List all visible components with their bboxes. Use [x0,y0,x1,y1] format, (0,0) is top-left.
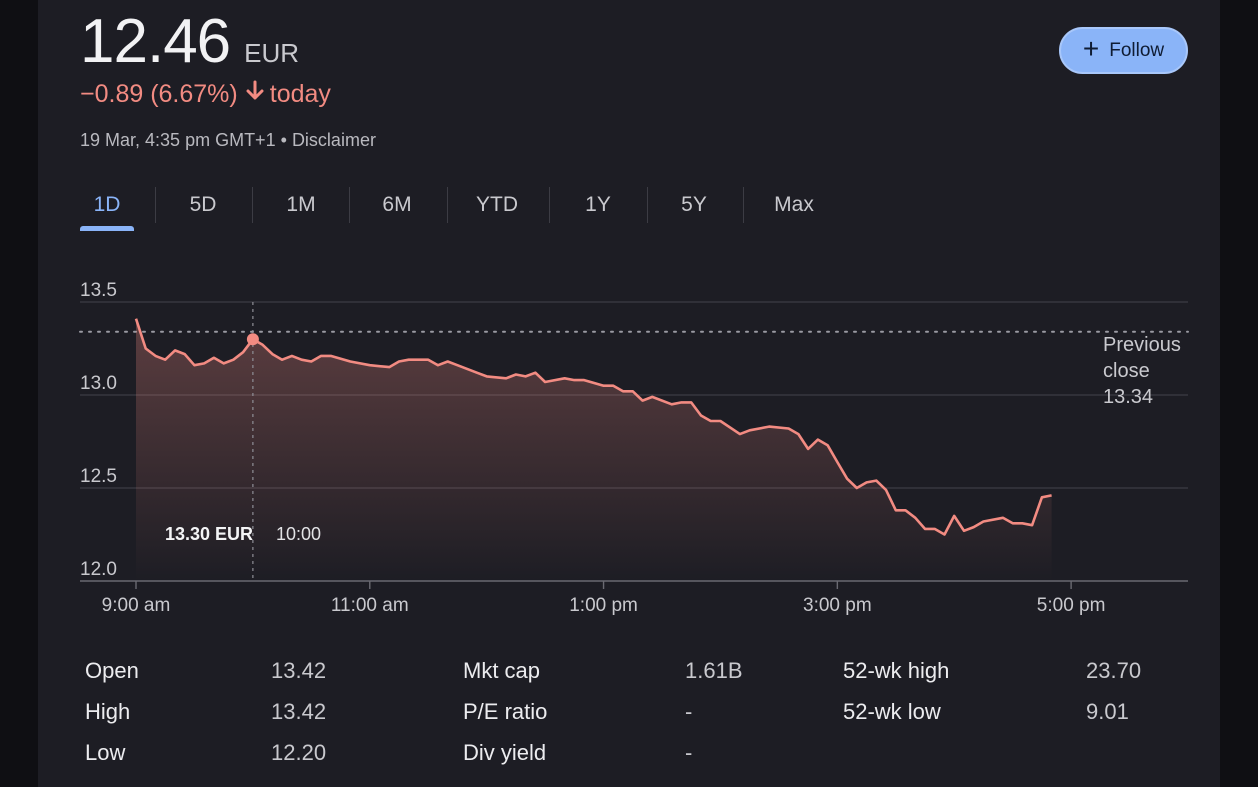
follow-button[interactable]: + Follow [1059,27,1188,74]
hover-point [246,333,259,346]
tab-1m[interactable]: 1M [286,193,316,216]
hover-time: 10:00 [276,524,321,544]
change-period: today [269,80,331,108]
stat-value: 13.42 [271,699,327,724]
y-tick-label: 12.5 [80,466,117,487]
stat-label: Mkt cap [463,658,541,683]
stat-value: 13.42 [271,658,327,683]
tab-1y[interactable]: 1Y [585,193,611,216]
y-axis: 13.5 13.0 12.5 12.0 [80,280,117,580]
follow-label: Follow [1109,39,1165,61]
x-tick-label: 3:00 pm [803,595,872,616]
quote-meta: 19 Mar, 4:35 pm GMT+1 • Disclaimer [80,130,376,151]
tab-6m[interactable]: 6M [382,193,412,216]
price-header: 12.46 EUR [80,6,299,77]
price-change: −0.89 (6.67%) today [80,80,331,109]
tab-divider [447,187,448,223]
stat-value: 1.61B [685,658,743,683]
previous-close-text: close [1103,360,1150,382]
tab-divider [743,187,744,223]
stat-label: 52-wk low [843,699,941,724]
y-tick-label: 12.0 [80,559,117,580]
plus-icon: + [1082,33,1100,64]
price-chart[interactable]: 13.5 13.0 12.5 12.0 9:00 am 11:00 am 1:00 pm 3… [0,0,1258,640]
tab-divider [647,187,648,223]
tab-divider [252,187,253,223]
tab-divider [549,187,550,223]
stat-label: Low [85,740,126,765]
stat-value: - [685,699,693,724]
stat-value: - [685,740,693,765]
change-value: −0.89 (6.67%) [80,80,238,108]
disclaimer-link[interactable]: Disclaimer [291,130,376,150]
previous-close-text: Previous [1103,334,1181,356]
stat-value: 12.20 [271,740,327,765]
x-tick-label: 9:00 am [102,595,171,616]
previous-close-label: Previous close 13.34 [1103,334,1181,408]
y-tick-label: 13.0 [80,373,117,394]
x-tick-label: 11:00 am [331,595,409,616]
arrow-down-icon [246,80,264,109]
currency-label: EUR [244,38,300,68]
y-tick-label: 13.5 [80,280,117,301]
tab-1d[interactable]: 1D [80,185,134,231]
current-price: 12.46 [80,7,231,76]
quote-timestamp: 19 Mar, 4:35 pm GMT+1 [80,130,276,150]
stat-label: Div yield [463,740,547,765]
stat-value: 23.70 [1086,658,1142,683]
price-line [134,318,1052,536]
stat-label: High [85,699,131,724]
meta-separator: • [280,130,287,150]
x-tick-label: 1:00 pm [569,595,638,616]
stat-label: P/E ratio [463,699,548,724]
previous-close-value: 13.34 [1103,386,1153,408]
stat-label: Open [85,658,139,683]
stat-label: 52-wk high [843,658,950,683]
tab-divider [155,187,156,223]
hover-value: 13.30 EUR [165,524,253,544]
stat-value: 9.01 [1086,699,1129,724]
price-area [136,318,1052,581]
tab-ytd[interactable]: YTD [476,193,518,216]
tab-divider [349,187,350,223]
x-axis: 9:00 am 11:00 am 1:00 pm 3:00 pm 5:00 pm [102,581,1106,616]
hover-tooltip: 13.30 EUR 10:00 [165,524,321,544]
tab-5d[interactable]: 5D [189,193,217,216]
x-tick-label: 5:00 pm [1037,595,1106,616]
tab-5y[interactable]: 5Y [681,193,707,216]
tab-max[interactable]: Max [774,193,814,216]
